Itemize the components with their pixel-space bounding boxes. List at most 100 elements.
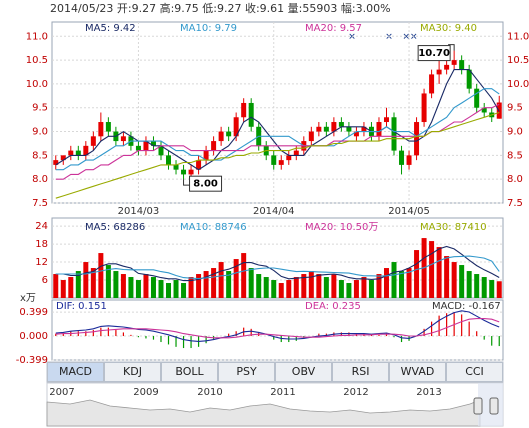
y-tick-label-right: 8.0 [507, 174, 523, 185]
volume-bar [286, 280, 292, 298]
volume-bar [346, 283, 352, 298]
macd-legend: DIF: 0.151 [56, 301, 107, 312]
y-tick-label: 9.0 [32, 127, 48, 138]
volume-bar [436, 247, 442, 298]
ma-line [55, 103, 500, 180]
overview-year: 2013 [416, 387, 441, 398]
tab[interactable] [218, 362, 275, 382]
candle-body [466, 69, 472, 89]
tab-label[interactable]: BOLL [175, 365, 204, 378]
y-tick-label: 8.5 [32, 150, 48, 161]
candle-body [353, 131, 359, 137]
tab-label[interactable]: CCI [465, 365, 484, 378]
volume-bar [143, 274, 149, 298]
tabs: MACD KDJ BOLL PSY OBV RSI WVAD CCI [47, 362, 503, 382]
candle-body [196, 160, 202, 170]
volume-bar [233, 259, 239, 298]
volume-ma-line [55, 245, 500, 282]
annotation-leader [183, 179, 190, 186]
candle-body [308, 131, 314, 142]
tab-label[interactable]: OBV [292, 365, 316, 378]
tab-label[interactable]: KDJ [123, 365, 142, 378]
volume-bar [353, 280, 359, 298]
volume-bar [376, 274, 382, 298]
tab-label[interactable]: PSY [236, 365, 257, 378]
y-tick-label: 10.0 [26, 79, 48, 90]
candle-body [316, 126, 322, 132]
volume-bar [496, 281, 502, 298]
volume-bar [466, 271, 472, 298]
volume-bar [316, 274, 322, 298]
candle-body [75, 150, 81, 156]
overview-handle-left[interactable] [473, 397, 483, 415]
volume-bar [53, 274, 59, 298]
volume-bar [150, 277, 156, 298]
volume-bar [211, 268, 217, 298]
tab[interactable] [104, 362, 161, 382]
candle-body [120, 136, 126, 142]
volume-bar [226, 271, 232, 298]
svg-text:✕: ✕ [385, 33, 393, 43]
candle-body [241, 102, 247, 118]
candle-body [248, 102, 254, 127]
candle-body [83, 145, 89, 156]
candle-body [271, 155, 277, 165]
x-tick-label: 2014/04 [253, 206, 295, 217]
overview-year: 2010 [197, 387, 222, 398]
overview-handle-right[interactable] [489, 397, 499, 415]
tab[interactable] [161, 362, 218, 382]
annotation-leader [448, 44, 455, 51]
tab-label[interactable]: MACD [59, 365, 92, 378]
x-tick-label: 2014/03 [118, 206, 160, 217]
y-tick-label: 10.5 [26, 55, 48, 66]
candle-body [293, 150, 299, 156]
header-info: 2014/05/23 开:9.27 高:9.75 低:9.27 收:9.61 量… [50, 1, 391, 15]
volume-legend: MA5: 68286 [85, 222, 145, 233]
ma-legend: MA10: 9.79 [180, 23, 237, 34]
candle-body [278, 160, 284, 165]
candle-body [173, 164, 179, 170]
overview-year: 2007 [49, 387, 74, 398]
macd-legend: DEA: 0.235 [305, 301, 361, 312]
tab-label[interactable]: WVAD [401, 365, 435, 378]
tab-label[interactable]: RSI [352, 365, 370, 378]
volume-bar [83, 262, 89, 298]
candle-body [233, 117, 239, 137]
candle-body [376, 122, 382, 137]
y-tick-label-right: 8.5 [507, 150, 523, 161]
x-tick-label: 2014/05 [388, 206, 430, 217]
candle-body [60, 155, 66, 161]
y-tick-label: -0.399 [16, 355, 48, 366]
y-tick-label: 8.0 [32, 174, 48, 185]
candle-body [226, 131, 232, 137]
volume-bar [331, 274, 337, 298]
candle-body [68, 150, 74, 156]
volume-bar [338, 280, 344, 298]
dea-line [55, 318, 500, 339]
volume-bar [474, 274, 480, 298]
candle-body [474, 88, 480, 108]
tab[interactable] [389, 362, 446, 382]
candle-body [338, 122, 344, 127]
volume-bar [414, 250, 420, 298]
volume-bar [188, 277, 194, 298]
event-markers: ✕ ✕ ✕✕ [348, 33, 417, 43]
volume-bar [90, 268, 96, 298]
candle-body [98, 122, 104, 137]
y-tick-label-right: 7.5 [507, 198, 523, 209]
candle-body [188, 169, 194, 175]
volume-bar [323, 277, 329, 298]
y-tick-label-right: 9.0 [507, 127, 523, 138]
candle-body [399, 150, 405, 165]
candle-body [181, 169, 187, 175]
volume-bar [113, 271, 119, 298]
annotation-box [189, 175, 223, 192]
volume-bar [166, 283, 172, 298]
tab[interactable] [332, 362, 389, 382]
tab[interactable] [275, 362, 332, 382]
tab[interactable] [446, 362, 503, 382]
y-tick-label: 6 [42, 275, 48, 286]
tab[interactable] [47, 362, 104, 382]
volume-bar [399, 271, 405, 298]
y-tick-label: 7.5 [32, 198, 48, 209]
